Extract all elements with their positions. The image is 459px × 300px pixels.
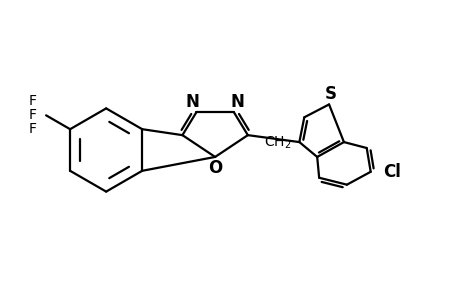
Text: Cl: Cl	[383, 163, 401, 181]
Text: F: F	[28, 108, 36, 122]
Text: N: N	[230, 93, 244, 111]
Text: S: S	[325, 85, 336, 103]
Text: O: O	[207, 159, 222, 177]
Text: F: F	[28, 122, 36, 136]
Text: F: F	[28, 94, 36, 109]
Text: CH$_2$: CH$_2$	[263, 135, 291, 151]
Text: N: N	[185, 93, 199, 111]
